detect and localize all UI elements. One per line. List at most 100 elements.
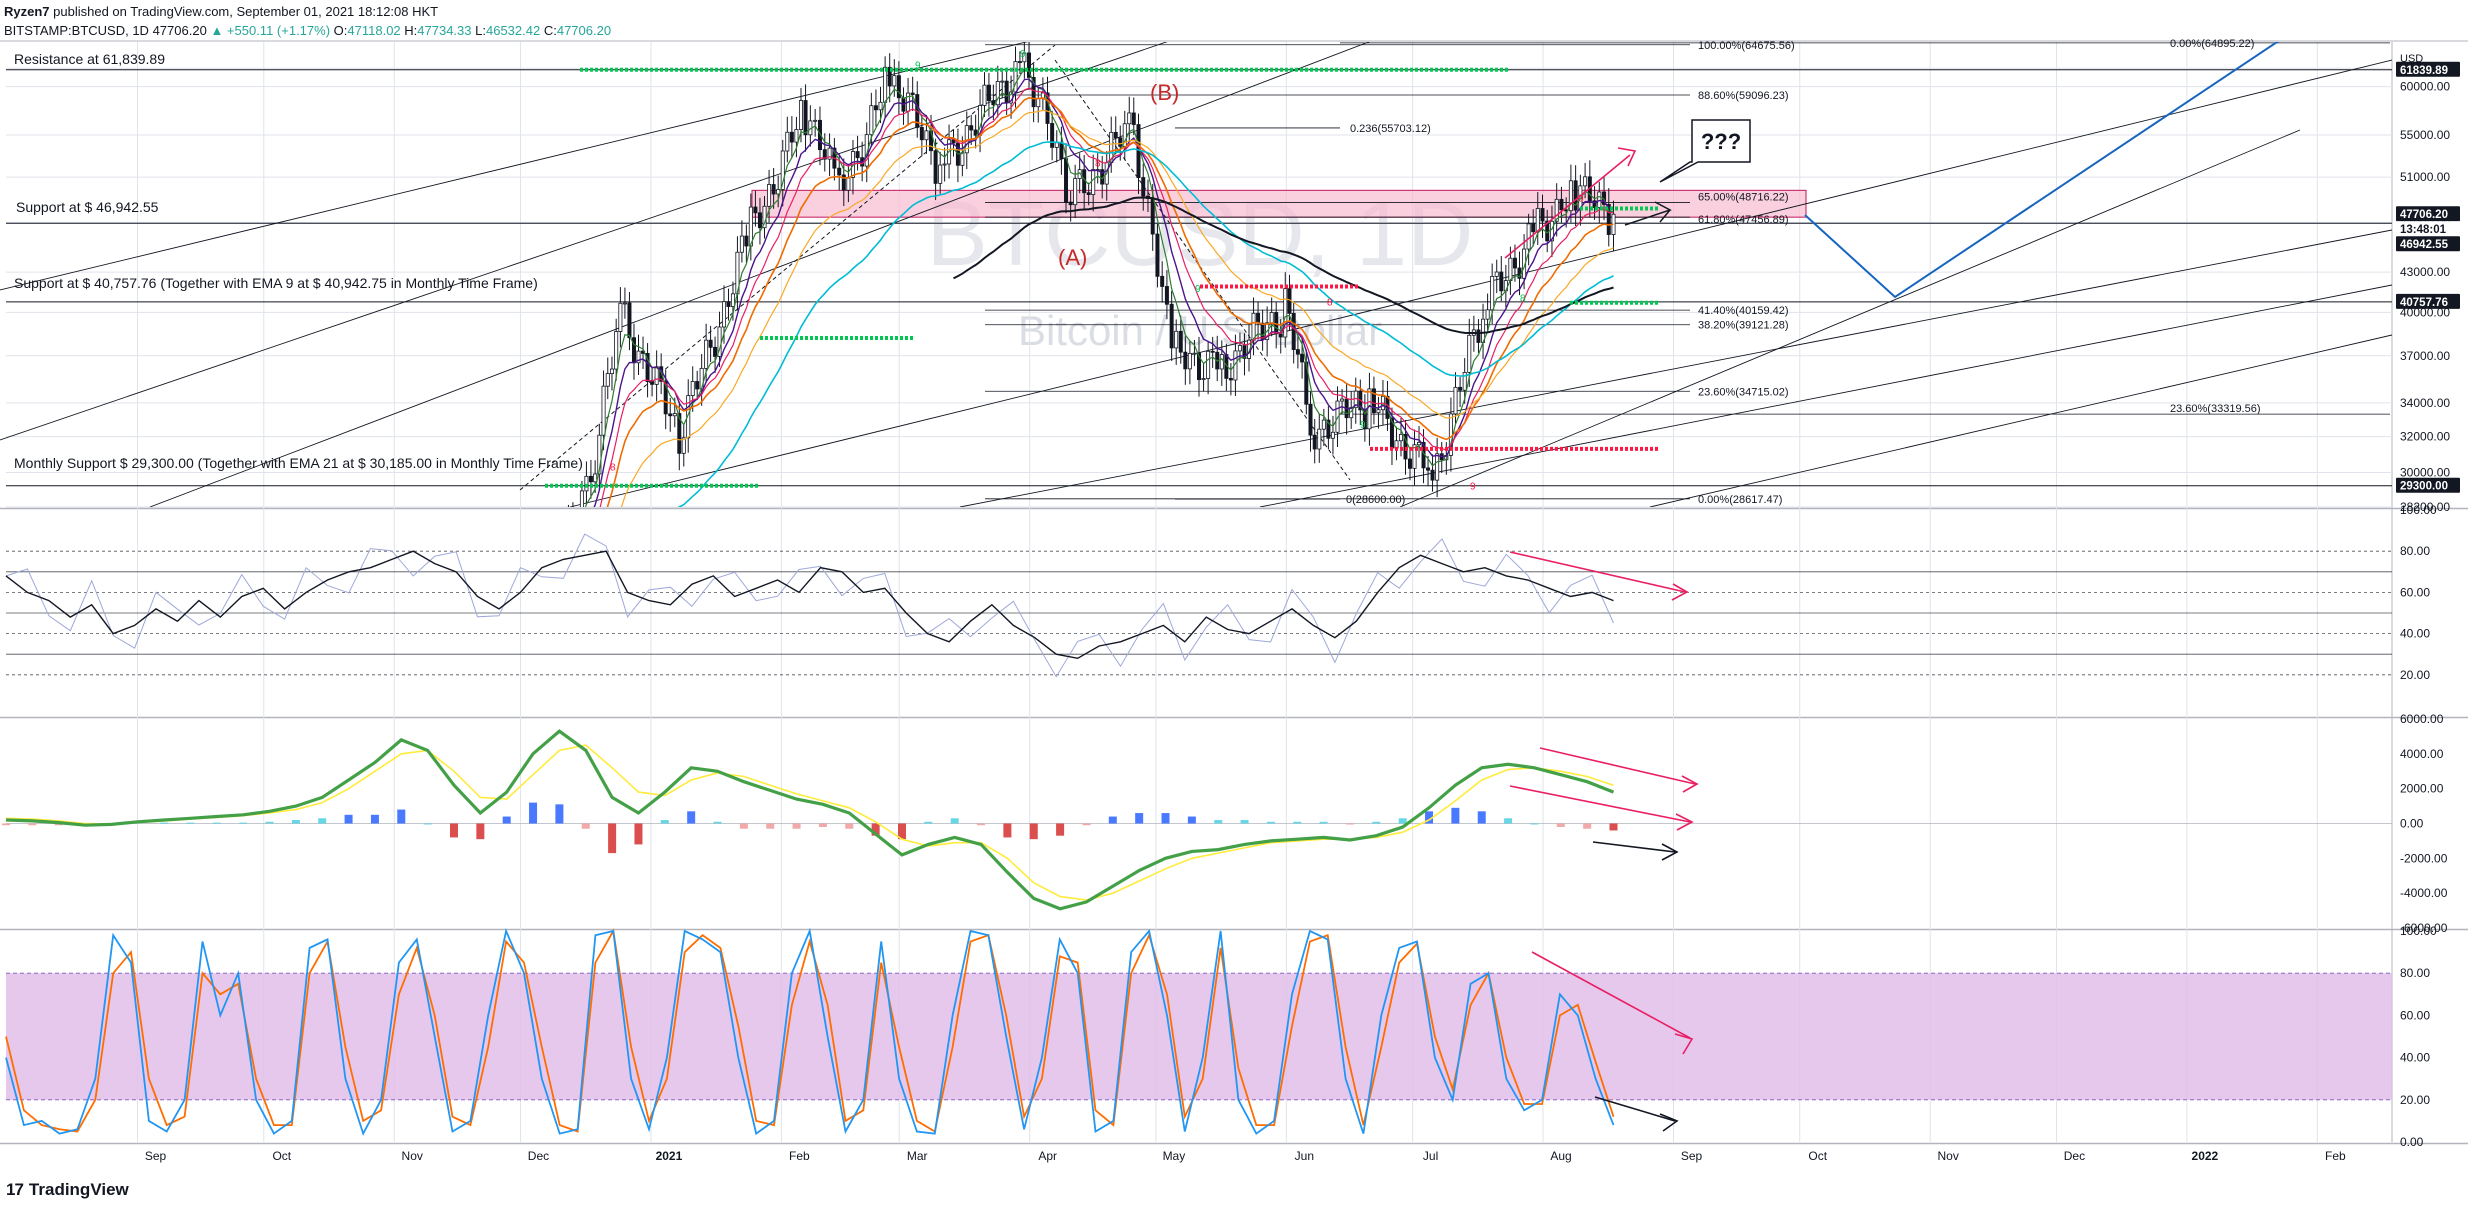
candle-body (1462, 372, 1467, 391)
candle-body (576, 527, 579, 531)
candle-body (333, 888, 336, 893)
candle-body (1490, 276, 1495, 311)
rsi-line (5, 550, 1614, 660)
macd-histogram-bar (28, 823, 37, 826)
candle-body (686, 395, 691, 439)
candle-body (454, 702, 457, 716)
td-count-label: 8 (610, 463, 616, 474)
candle-body (351, 853, 354, 872)
candle-body (423, 767, 426, 781)
candle-body (1068, 201, 1073, 206)
candle-body (1535, 208, 1540, 233)
macd-tick-label: -6000.00 (2400, 921, 2448, 935)
candle-body (1155, 233, 1160, 277)
candle-body (1592, 200, 1597, 209)
macd-histogram-bar (1425, 811, 1434, 824)
symbol-info[interactable]: BITSTAMP:BTCUSD, 1D (4, 23, 149, 38)
price-tag: 29300.00 (2400, 481, 2448, 493)
candle-body (1113, 131, 1118, 139)
macd-histogram-bar (1135, 813, 1144, 824)
fib-level-label: 61.80%(47456.89) (1698, 214, 1789, 226)
candle-body (780, 150, 785, 190)
author-name[interactable]: Ryzen7 (4, 4, 50, 19)
candle-body (677, 413, 682, 454)
trend-channel-line (959, 229, 2392, 507)
price-tag-bg (2396, 206, 2460, 222)
candle-body (789, 131, 794, 143)
tradingview-brand[interactable]: 17 TradingView (6, 1180, 129, 1200)
macd-histogram-bar (1266, 821, 1275, 824)
macd-tick-label: 2000.00 (2400, 782, 2444, 796)
candle-body (942, 163, 947, 166)
macd-histogram-bar (1003, 823, 1012, 838)
macd-histogram-bar (660, 820, 669, 824)
candle-body (1508, 257, 1513, 282)
candle-body (650, 381, 655, 385)
macd-histogram-bar (608, 823, 617, 854)
macd-histogram-bar (1398, 818, 1407, 824)
candle-body (873, 105, 878, 111)
candle-body (1340, 398, 1345, 402)
time-tick-label: Nov (1938, 1149, 1959, 1163)
candle-body (672, 413, 677, 417)
candle-body (427, 770, 430, 782)
ohlc-close: 47706.20 (556, 23, 612, 38)
candle-body (1256, 312, 1261, 324)
candle-body (1004, 80, 1009, 104)
macd-histogram-bar (397, 809, 406, 824)
candle-body (1283, 288, 1288, 338)
macd-histogram-bar (502, 816, 511, 824)
candle-body (1073, 178, 1078, 206)
time-tick-label: Jun (1295, 1149, 1314, 1163)
macd-trend-arrow (1592, 841, 1676, 853)
macd-trend-arrow (1509, 785, 1691, 823)
candle-body (1476, 329, 1481, 343)
trend-channel-line (0, 42, 1029, 291)
candle-body (297, 926, 300, 939)
fib-level-label: 23.60%(34715.02) (1698, 386, 1789, 398)
candle-body (1335, 400, 1340, 433)
candle-body (803, 100, 808, 136)
candle-body (472, 685, 475, 704)
candle-body (1183, 351, 1188, 370)
candle-body (584, 475, 589, 492)
macd-histogram-bar (739, 823, 748, 829)
price-tick-label: 30000.00 (2400, 466, 2450, 480)
candle-body (813, 119, 818, 122)
trend-channel-line (1399, 129, 2301, 507)
time-tick-label: Oct (272, 1149, 291, 1163)
macd-histogram-bar (555, 804, 564, 824)
candle-body (1127, 112, 1132, 125)
macd-histogram-bar (1240, 820, 1249, 824)
time-tick-label: May (1163, 1149, 1186, 1163)
candle-body (969, 125, 974, 131)
candle-body (757, 212, 762, 229)
ema-34-line (620, 109, 1614, 507)
candle-body (753, 206, 758, 214)
candle-body (513, 616, 516, 638)
candle-body (771, 184, 776, 195)
fib-level-label: 0.236(55703.12) (1350, 123, 1431, 135)
grid (6, 42, 2392, 1142)
stoch-d-line (5, 928, 1615, 1133)
time-tick-label: Apr (1038, 1149, 1057, 1163)
time-tick-label: Mar (907, 1149, 928, 1163)
candle-body (1326, 419, 1331, 439)
price-tag: 13:48:01 (2400, 224, 2447, 236)
candle-body (713, 346, 718, 357)
ohlc-low-label: L: (475, 23, 486, 38)
candle-body (618, 302, 623, 332)
candle-body (614, 331, 619, 370)
arrowhead (1671, 583, 1689, 601)
time-tick-label: 2022 (2192, 1149, 2219, 1163)
candle-body (337, 892, 340, 893)
candle-body (405, 777, 408, 793)
trend-channel-line (1259, 284, 2392, 507)
publish-info: published on TradingView.com, September … (53, 4, 439, 19)
macd-histogram-bar (2, 823, 10, 826)
candle-body (663, 380, 668, 415)
candle-body (601, 385, 606, 436)
candle-body (450, 702, 453, 723)
trend-channel-line (1649, 334, 2392, 507)
ema-200-line (953, 196, 1614, 335)
